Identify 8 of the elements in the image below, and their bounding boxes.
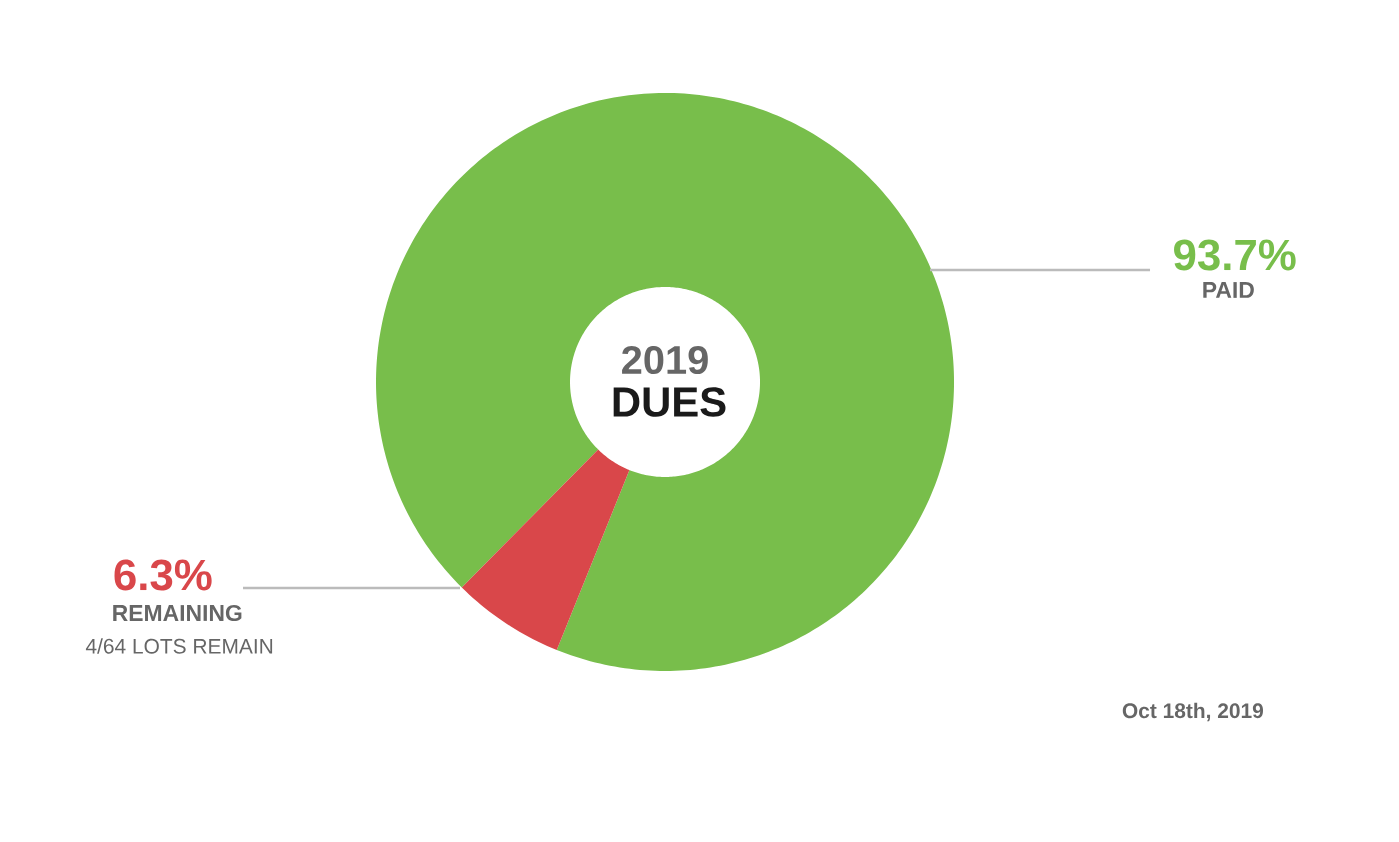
slice-label: PAID (1203, 282, 1254, 298)
text: 4/64 LOTS REMAIN (85, 638, 273, 654)
text: DUES (613, 387, 726, 417)
text: Oct 18th, 2019 (1122, 702, 1264, 722)
slice-label: REMAINING (113, 604, 242, 622)
data-label: 93.7% (1174, 239, 1296, 271)
data-label: 6.3% (114, 559, 212, 591)
text: 2019 (622, 345, 708, 375)
